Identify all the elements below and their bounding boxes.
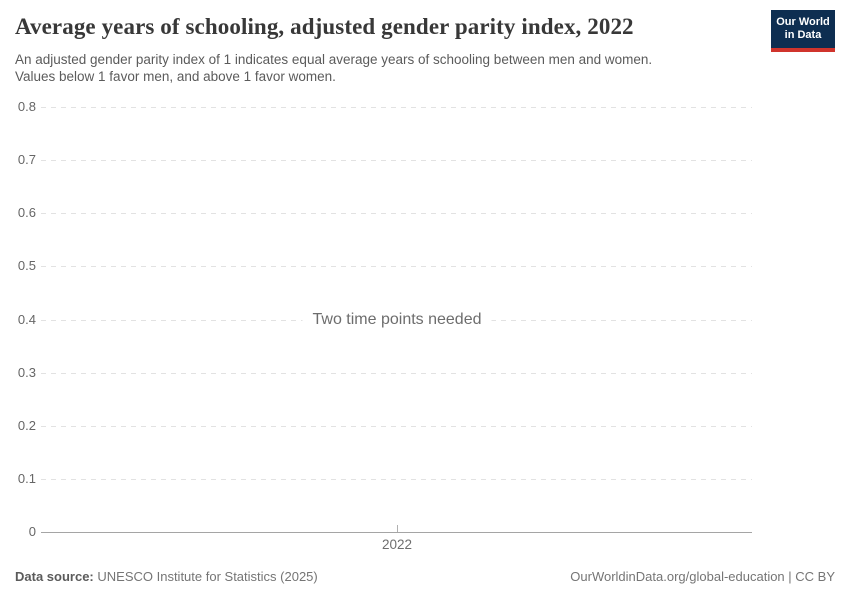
x-tick-label: 2022 bbox=[381, 537, 413, 552]
y-tick-label: 0.5 bbox=[17, 258, 36, 273]
gridline bbox=[41, 373, 752, 374]
gridline bbox=[41, 479, 752, 480]
x-tick-mark bbox=[397, 525, 398, 532]
y-tick-label: 0 bbox=[28, 524, 36, 539]
chart-footer: Data source: UNESCO Institute for Statis… bbox=[15, 569, 835, 584]
gridline bbox=[41, 107, 752, 108]
data-source: Data source: UNESCO Institute for Statis… bbox=[15, 569, 318, 584]
y-tick-label: 0.4 bbox=[17, 312, 36, 327]
subtitle-line-2: Values below 1 favor men, and above 1 fa… bbox=[15, 69, 336, 84]
y-tick-label: 0.6 bbox=[17, 205, 36, 220]
x-axis-line bbox=[41, 532, 752, 533]
y-tick-label: 0.8 bbox=[17, 99, 36, 114]
owid-logo-line2: in Data bbox=[784, 29, 822, 41]
chart-subtitle: An adjusted gender parity index of 1 ind… bbox=[15, 51, 652, 85]
no-data-message: Two time points needed bbox=[302, 309, 492, 331]
chart-title: Average years of schooling, adjusted gen… bbox=[15, 14, 634, 39]
data-source-label: Data source: bbox=[15, 569, 94, 584]
data-source-value[interactable]: UNESCO Institute for Statistics (2025) bbox=[97, 569, 318, 584]
gridline bbox=[41, 213, 752, 214]
y-tick-label: 0.2 bbox=[17, 418, 36, 433]
owid-logo-line1: Our World bbox=[776, 16, 830, 28]
gridline bbox=[41, 160, 752, 161]
attribution-link[interactable]: OurWorldinData.org/global-education | CC… bbox=[570, 569, 835, 584]
y-tick-label: 0.7 bbox=[17, 152, 36, 167]
owid-logo[interactable]: Our World in Data bbox=[771, 10, 835, 52]
subtitle-line-1: An adjusted gender parity index of 1 ind… bbox=[15, 52, 653, 67]
gridline bbox=[41, 426, 752, 427]
gridline bbox=[41, 266, 752, 267]
y-tick-label: 0.1 bbox=[17, 471, 36, 486]
y-tick-label: 0.3 bbox=[17, 365, 36, 380]
